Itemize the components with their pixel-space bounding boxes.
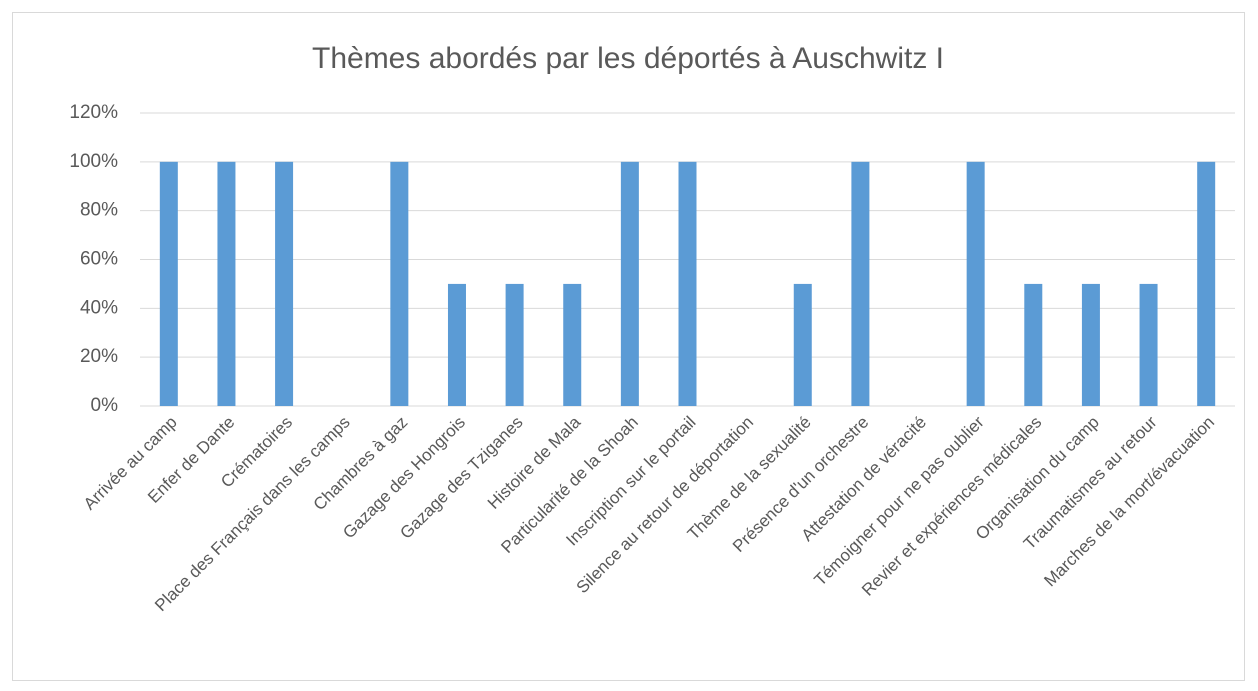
bar (1081, 283, 1100, 406)
bar (966, 161, 985, 406)
bar (1139, 283, 1158, 406)
y-tick-label: 20% (80, 346, 118, 367)
bar (275, 161, 294, 406)
bar (851, 161, 870, 406)
bar (563, 283, 582, 406)
chart-title: Thèmes abordés par les déportés à Auschw… (312, 42, 944, 75)
bar (159, 161, 178, 406)
bar (678, 161, 697, 406)
y-tick-label: 40% (80, 297, 118, 318)
y-tick-label: 120% (69, 102, 118, 123)
y-tick-label: 0% (91, 395, 119, 416)
bar (620, 161, 639, 406)
bar (793, 283, 812, 406)
y-tick-label: 100% (69, 151, 118, 172)
bar (390, 161, 409, 406)
bar (505, 283, 524, 406)
bar (217, 161, 236, 406)
bar (1197, 161, 1216, 406)
y-tick-label: 60% (80, 249, 118, 270)
y-tick-label: 80% (80, 200, 118, 221)
bar (447, 283, 466, 406)
bar (1024, 283, 1043, 406)
